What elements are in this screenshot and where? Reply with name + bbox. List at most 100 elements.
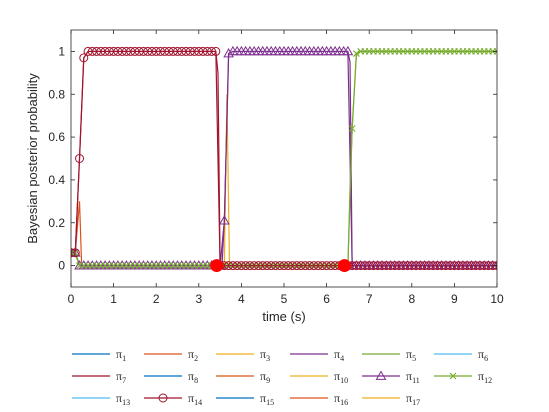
legend-label: π12 bbox=[478, 369, 492, 385]
data-point bbox=[121, 46, 131, 56]
y-tick-label: 0 bbox=[58, 259, 65, 273]
data-point bbox=[377, 261, 387, 271]
data-point bbox=[342, 45, 354, 56]
data-point bbox=[373, 261, 383, 271]
series-markers-π-12 bbox=[71, 48, 497, 269]
legend-item-π-4: π4 bbox=[290, 347, 344, 363]
data-point bbox=[160, 46, 170, 56]
x-tick-label: 10 bbox=[490, 292, 504, 306]
data-point bbox=[411, 261, 421, 271]
data-point bbox=[300, 261, 310, 271]
data-point bbox=[113, 46, 123, 56]
data-point bbox=[475, 261, 485, 271]
data-point bbox=[317, 261, 327, 271]
legend-item-π-7: π7 bbox=[72, 369, 126, 385]
data-point bbox=[190, 46, 200, 56]
data-point bbox=[155, 46, 165, 56]
legend-label: π15 bbox=[260, 391, 274, 407]
x-tick-label: 4 bbox=[238, 292, 245, 306]
data-point bbox=[147, 46, 157, 56]
data-point bbox=[356, 261, 366, 271]
data-point bbox=[432, 261, 442, 271]
data-point bbox=[79, 53, 89, 63]
legend-item-π-17: π17 bbox=[362, 391, 420, 407]
data-point bbox=[164, 46, 174, 56]
x-tick-label: 2 bbox=[153, 292, 160, 306]
data-point bbox=[236, 261, 246, 271]
legend-label: π3 bbox=[260, 347, 270, 363]
legend-label: π16 bbox=[334, 391, 348, 407]
data-point bbox=[415, 261, 425, 271]
data-point bbox=[437, 261, 447, 271]
legend-item-π-12: π12 bbox=[434, 369, 492, 385]
x-tick-label: 5 bbox=[281, 292, 288, 306]
legend-item-π-16: π16 bbox=[290, 391, 348, 407]
data-point bbox=[360, 261, 370, 271]
legend-label: π17 bbox=[406, 391, 420, 407]
legend-marker bbox=[158, 393, 168, 403]
x-tick-label: 0 bbox=[68, 292, 75, 306]
data-point bbox=[479, 261, 489, 271]
data-point bbox=[445, 261, 455, 271]
data-point bbox=[249, 261, 259, 271]
data-point bbox=[483, 261, 493, 271]
data-point bbox=[348, 125, 356, 132]
data-point bbox=[83, 46, 93, 56]
legend-item-π-6: π6 bbox=[434, 347, 488, 363]
y-axis-title: Bayesian posterior probability bbox=[25, 73, 40, 244]
data-point bbox=[390, 261, 400, 271]
data-point bbox=[262, 261, 272, 271]
data-point bbox=[398, 261, 408, 271]
series-group bbox=[71, 45, 497, 271]
data-point bbox=[130, 46, 140, 56]
data-point bbox=[326, 261, 336, 271]
data-point bbox=[466, 261, 476, 271]
y-tick-label: 0.8 bbox=[48, 87, 65, 101]
legend-item-π-3: π3 bbox=[216, 347, 270, 363]
data-point bbox=[403, 261, 413, 271]
x-tick-label: 7 bbox=[366, 292, 373, 306]
switch-marker-1 bbox=[210, 259, 224, 273]
x-axis-title: time (s) bbox=[262, 309, 305, 324]
data-point bbox=[258, 261, 268, 271]
data-point bbox=[424, 261, 434, 271]
legend-label: π8 bbox=[188, 369, 198, 385]
legend-label: π13 bbox=[116, 391, 130, 407]
y-tick-label: 0.2 bbox=[48, 216, 65, 230]
data-point bbox=[241, 261, 251, 271]
legend-item-π-10: π10 bbox=[290, 369, 348, 385]
legend-label: π4 bbox=[334, 347, 344, 363]
data-point bbox=[173, 46, 182, 56]
legend-label: π11 bbox=[406, 369, 420, 385]
data-point bbox=[211, 46, 221, 56]
axes-layer: 0 1 2 3 4 5 6 7 8 9 10 0 0.2 0.4 0.6 0.8 1 bbox=[48, 29, 504, 306]
data-point bbox=[71, 247, 81, 257]
legend: π1 π2 π3 π4 π5 π6 π7 π8 π9 π10 π11 π12 π13 π14 π15 π16 π… bbox=[72, 347, 492, 407]
data-point bbox=[471, 261, 481, 271]
legend-marker bbox=[449, 372, 457, 380]
data-point bbox=[270, 261, 280, 271]
data-point bbox=[266, 261, 276, 271]
data-point bbox=[245, 261, 255, 271]
data-point bbox=[462, 261, 472, 271]
legend-label: π9 bbox=[260, 369, 270, 385]
legend-item-π-14: π14 bbox=[144, 391, 202, 407]
data-point bbox=[134, 46, 144, 56]
data-point bbox=[275, 261, 285, 271]
data-point bbox=[87, 46, 97, 56]
legend-label: π7 bbox=[116, 369, 126, 385]
data-point bbox=[126, 46, 136, 56]
data-point bbox=[202, 46, 212, 56]
y-tick-label: 1 bbox=[58, 44, 65, 58]
data-point bbox=[420, 261, 430, 271]
data-point bbox=[454, 261, 464, 271]
legend-item-π-13: π13 bbox=[72, 391, 130, 407]
data-point bbox=[381, 261, 391, 271]
data-point bbox=[104, 46, 114, 56]
legend-item-π-2: π2 bbox=[144, 347, 198, 363]
data-point bbox=[181, 46, 191, 56]
data-point bbox=[92, 46, 102, 56]
data-point bbox=[292, 261, 302, 271]
data-point bbox=[364, 261, 374, 271]
